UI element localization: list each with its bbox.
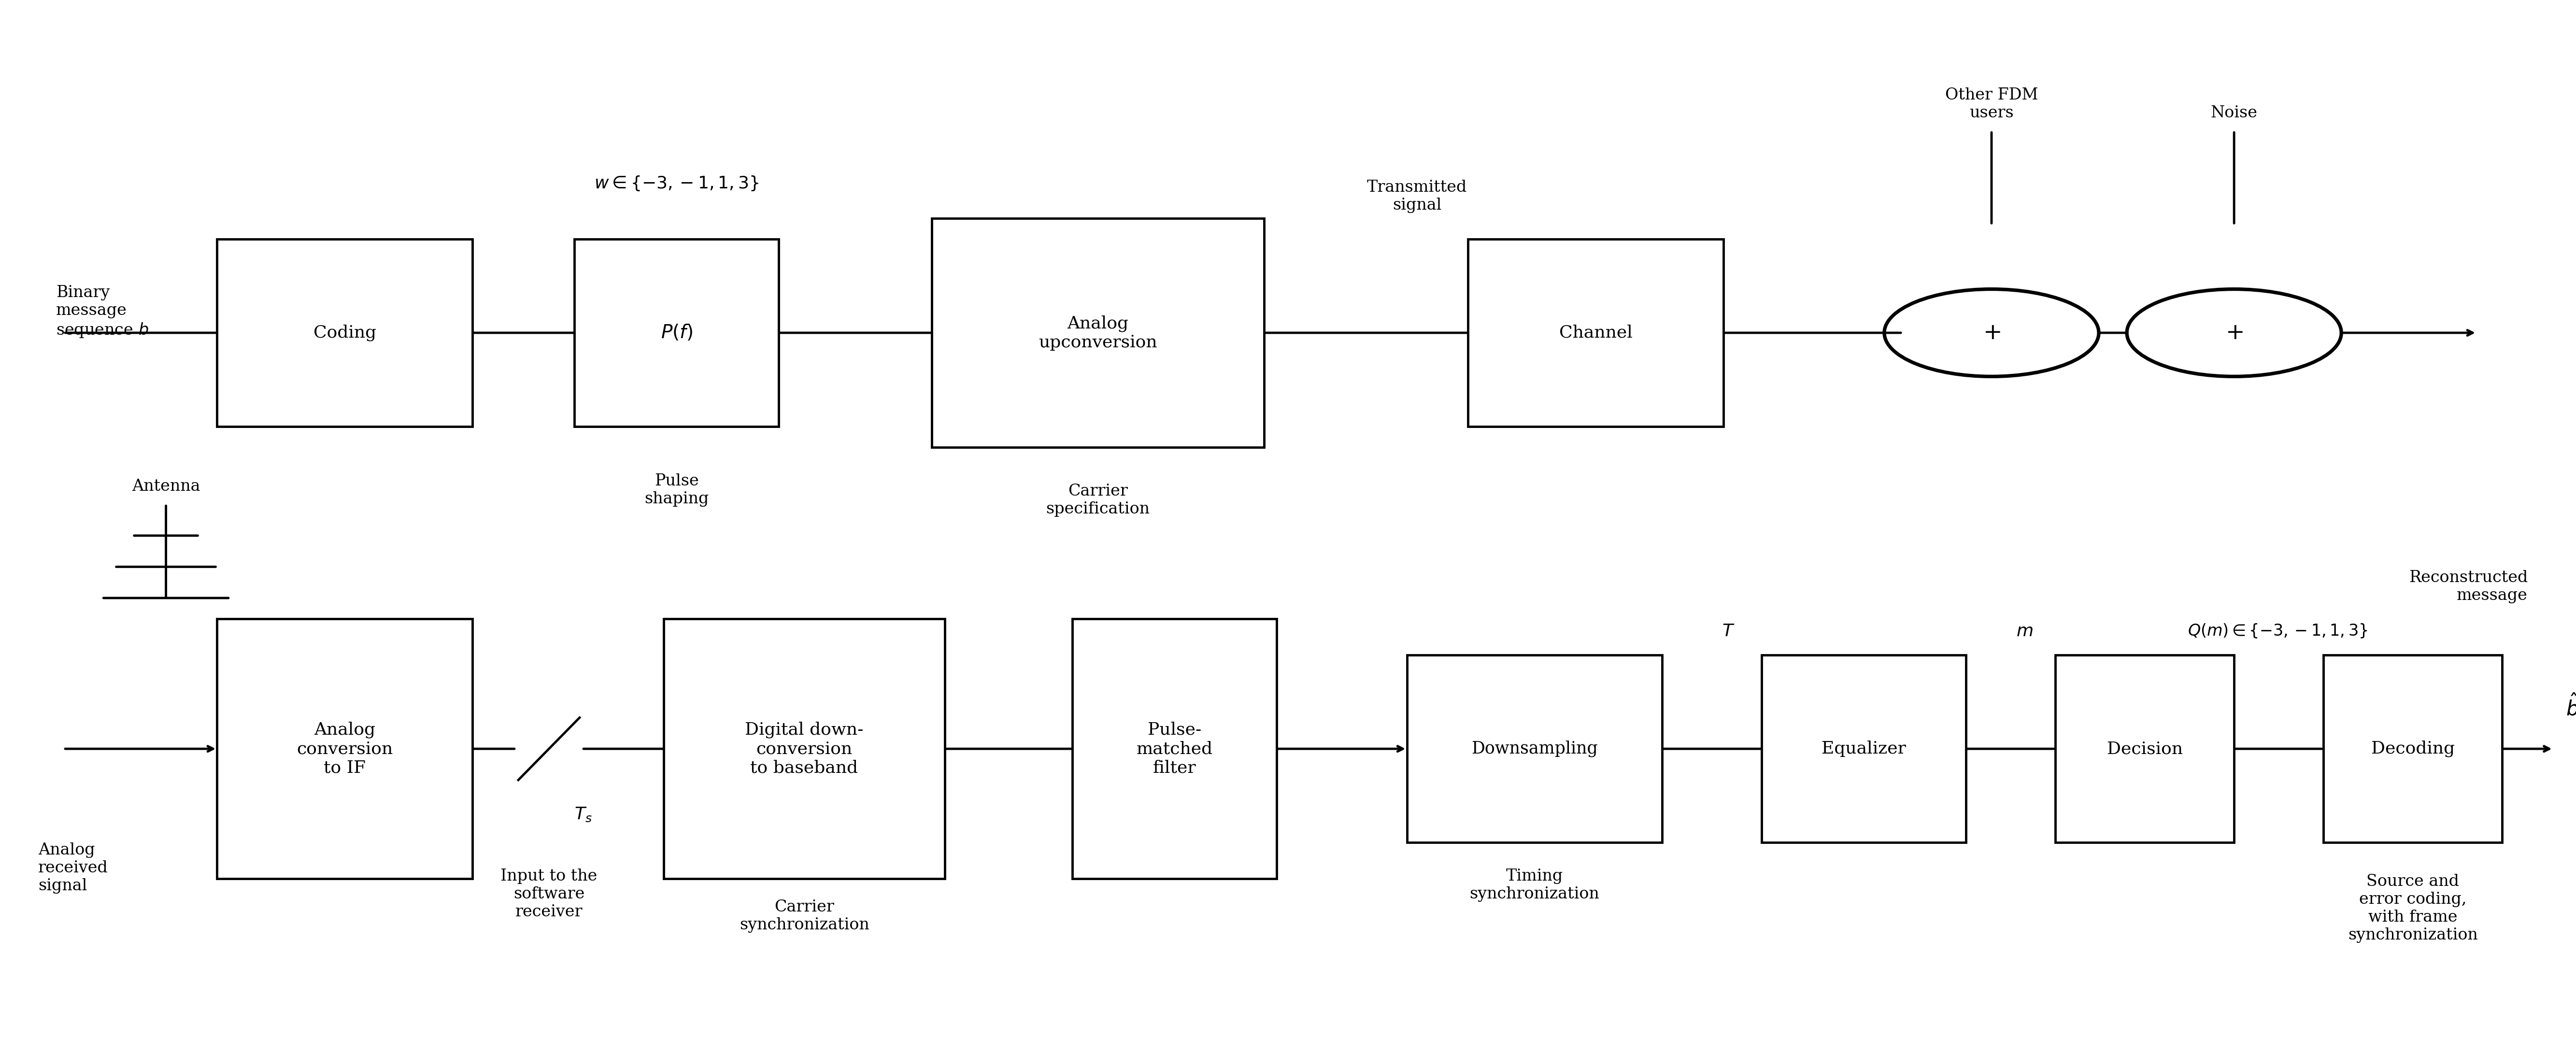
Text: Coding: Coding [314,324,376,341]
Text: Equalizer: Equalizer [1821,740,1906,757]
FancyBboxPatch shape [1406,655,1662,842]
Text: $m$: $m$ [2017,623,2032,640]
Text: Binary
message
sequence $b$: Binary message sequence $b$ [57,285,149,339]
Text: Input to the
software
receiver: Input to the software receiver [500,868,598,919]
Text: Downsampling: Downsampling [1471,740,1597,757]
Text: $T$: $T$ [1723,623,1734,640]
FancyBboxPatch shape [1762,655,1965,842]
Text: Reconstructed
message: Reconstructed message [2409,570,2527,603]
Text: Transmitted
signal: Transmitted signal [1368,180,1468,213]
Text: $Q(m) \in \{-3, -1, 1, 3\}$: $Q(m) \in \{-3, -1, 1, 3\}$ [2187,623,2367,640]
Text: Decision: Decision [2107,740,2182,757]
Ellipse shape [1883,289,2099,376]
Text: $T_s$: $T_s$ [574,806,592,823]
Text: $+$: $+$ [2226,321,2244,344]
Text: Pulse-
matched
filter: Pulse- matched filter [1136,722,1213,776]
Text: Digital down-
conversion
to baseband: Digital down- conversion to baseband [744,722,863,776]
Ellipse shape [2128,289,2342,376]
Text: Decoding: Decoding [2370,740,2455,757]
Text: $\hat{b}$: $\hat{b}$ [2566,695,2576,720]
Text: Analog
upconversion: Analog upconversion [1038,315,1157,350]
Text: Source and
error coding,
with frame
synchronization: Source and error coding, with frame sync… [2347,874,2478,942]
FancyBboxPatch shape [933,218,1265,447]
Text: $w \in \{-3, -1, 1, 3\}$: $w \in \{-3, -1, 1, 3\}$ [595,175,760,192]
Text: Carrier
specification: Carrier specification [1046,484,1149,517]
FancyBboxPatch shape [1468,239,1723,426]
Text: Carrier
synchronization: Carrier synchronization [739,900,868,933]
Text: Analog
received
signal: Analog received signal [39,842,108,893]
FancyBboxPatch shape [574,239,778,426]
FancyBboxPatch shape [216,619,471,879]
Text: Channel: Channel [1558,324,1633,341]
Text: Pulse
shaping: Pulse shaping [644,473,708,506]
Text: $+$: $+$ [1984,321,2002,344]
Text: Noise: Noise [2210,105,2257,121]
FancyBboxPatch shape [1072,619,1278,879]
Text: $P(f)$: $P(f)$ [659,323,693,342]
Text: Other FDM
users: Other FDM users [1945,87,2038,121]
Text: Antenna: Antenna [131,478,201,494]
FancyBboxPatch shape [2324,655,2501,842]
FancyBboxPatch shape [665,619,945,879]
Text: Timing
synchronization: Timing synchronization [1468,868,1600,902]
FancyBboxPatch shape [216,239,471,426]
FancyBboxPatch shape [2056,655,2233,842]
Text: Analog
conversion
to IF: Analog conversion to IF [296,722,392,776]
